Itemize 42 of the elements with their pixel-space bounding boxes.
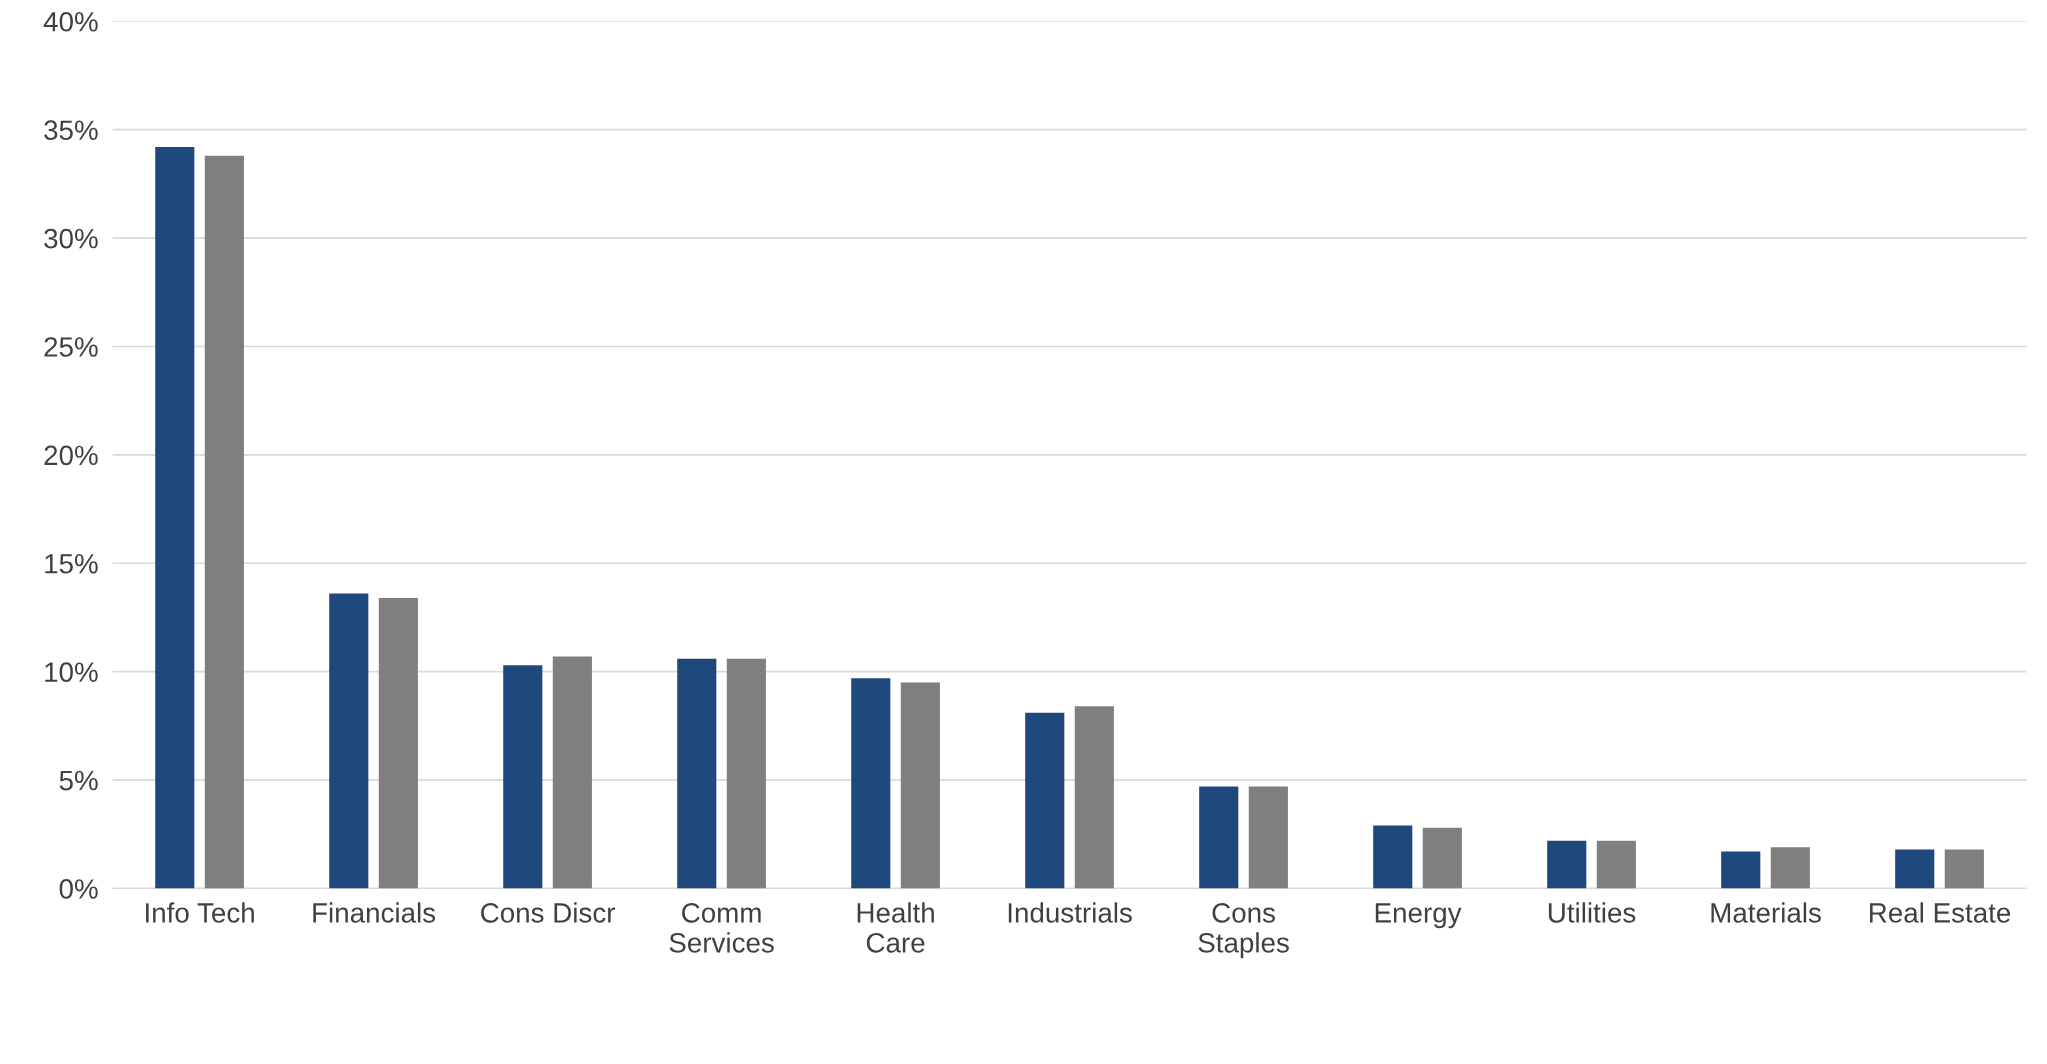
bar (155, 147, 195, 889)
y-tick-label: 0% (59, 879, 98, 899)
bar (1422, 827, 1462, 889)
bar (1199, 786, 1239, 889)
x-tick-label: Cons Staples (1198, 903, 1289, 959)
y-tick-label: 15% (45, 554, 98, 574)
x-tick-label: Materials (1711, 902, 1821, 923)
y-tick-label: 35% (44, 120, 98, 141)
bar (1074, 706, 1114, 889)
x-tick-label: Industrials (1008, 902, 1132, 923)
bar (1547, 840, 1587, 889)
bar (1895, 849, 1935, 889)
y-tick-label: 20% (44, 445, 98, 466)
y-tick-label: 5% (59, 770, 98, 791)
x-tick-label: Financials (313, 902, 436, 923)
bar (1721, 851, 1761, 889)
y-tick-label: 40% (43, 11, 98, 32)
y-tick-label: 25% (44, 337, 98, 357)
bar (552, 656, 592, 889)
bar (900, 682, 940, 889)
x-tick-label: Real Estate (1870, 902, 2011, 923)
bar (204, 155, 244, 889)
bar (851, 678, 891, 889)
y-tick-label: 30% (44, 228, 98, 249)
bar (1248, 786, 1288, 889)
x-tick-label: Info Tech (146, 902, 254, 923)
bar (1770, 847, 1810, 889)
bar (1944, 849, 1984, 889)
x-tick-label: Energy (1375, 903, 1462, 929)
x-tick-label: Comm Services (669, 903, 774, 953)
bar (1373, 825, 1413, 889)
x-tick-label: Utilities (1548, 902, 1636, 923)
x-tick-label: Cons Discr (481, 902, 616, 923)
bar (503, 665, 543, 889)
y-tick-label: 10% (45, 662, 98, 682)
bar (378, 597, 418, 889)
bar (329, 593, 369, 889)
bar (677, 658, 717, 889)
bar (1596, 840, 1636, 889)
bar (726, 658, 766, 889)
bar (1025, 712, 1065, 889)
x-tick-label: Health Care (857, 902, 934, 953)
